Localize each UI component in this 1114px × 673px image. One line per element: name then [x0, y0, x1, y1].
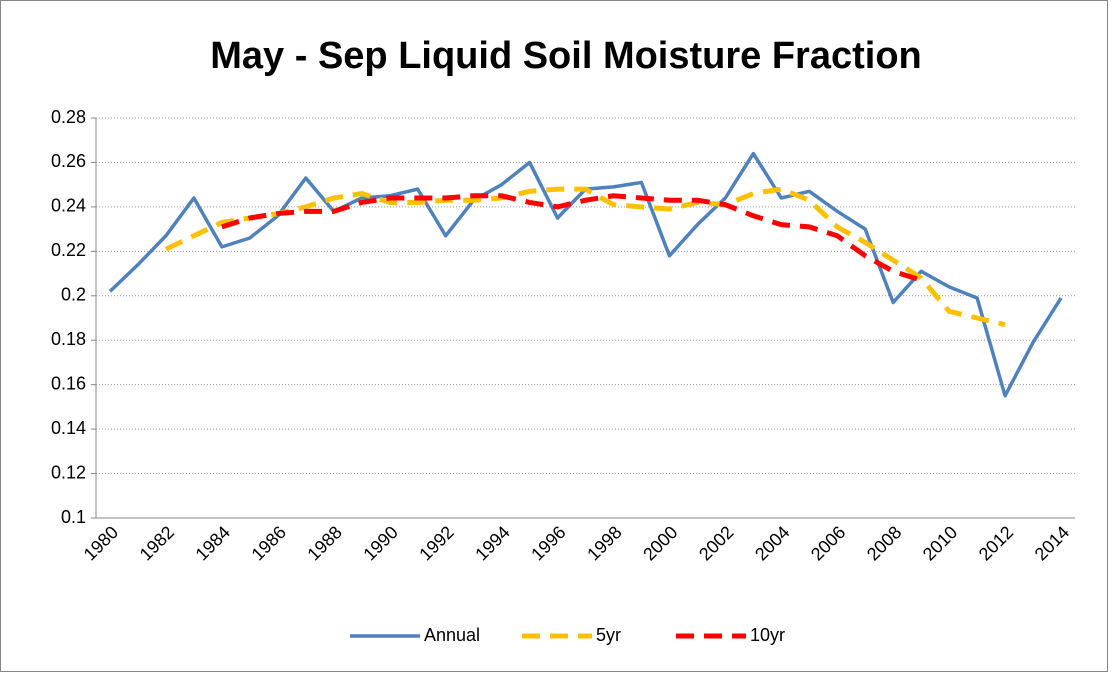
series-line — [221, 193, 922, 283]
y-tick-label: 0.1 — [61, 507, 86, 527]
y-tick-label: 0.22 — [51, 240, 86, 260]
chart-title: May - Sep Liquid Soil Moisture Fraction — [210, 35, 922, 77]
y-tick-label: 0.16 — [51, 373, 86, 393]
y-tick-label: 0.2 — [61, 285, 86, 305]
y-tick-label: 0.26 — [51, 151, 86, 171]
legend-label: 5yr — [596, 625, 621, 645]
y-tick-label: 0.14 — [51, 418, 86, 438]
legend-label: Annual — [424, 625, 480, 645]
series-line — [164, 186, 1006, 328]
y-tick-label: 0.24 — [51, 196, 86, 216]
legend-label: 10yr — [750, 625, 785, 645]
y-tick-label: 0.28 — [51, 107, 86, 127]
y-tick-label: 0.12 — [51, 462, 86, 482]
y-tick-label: 0.18 — [51, 329, 86, 349]
